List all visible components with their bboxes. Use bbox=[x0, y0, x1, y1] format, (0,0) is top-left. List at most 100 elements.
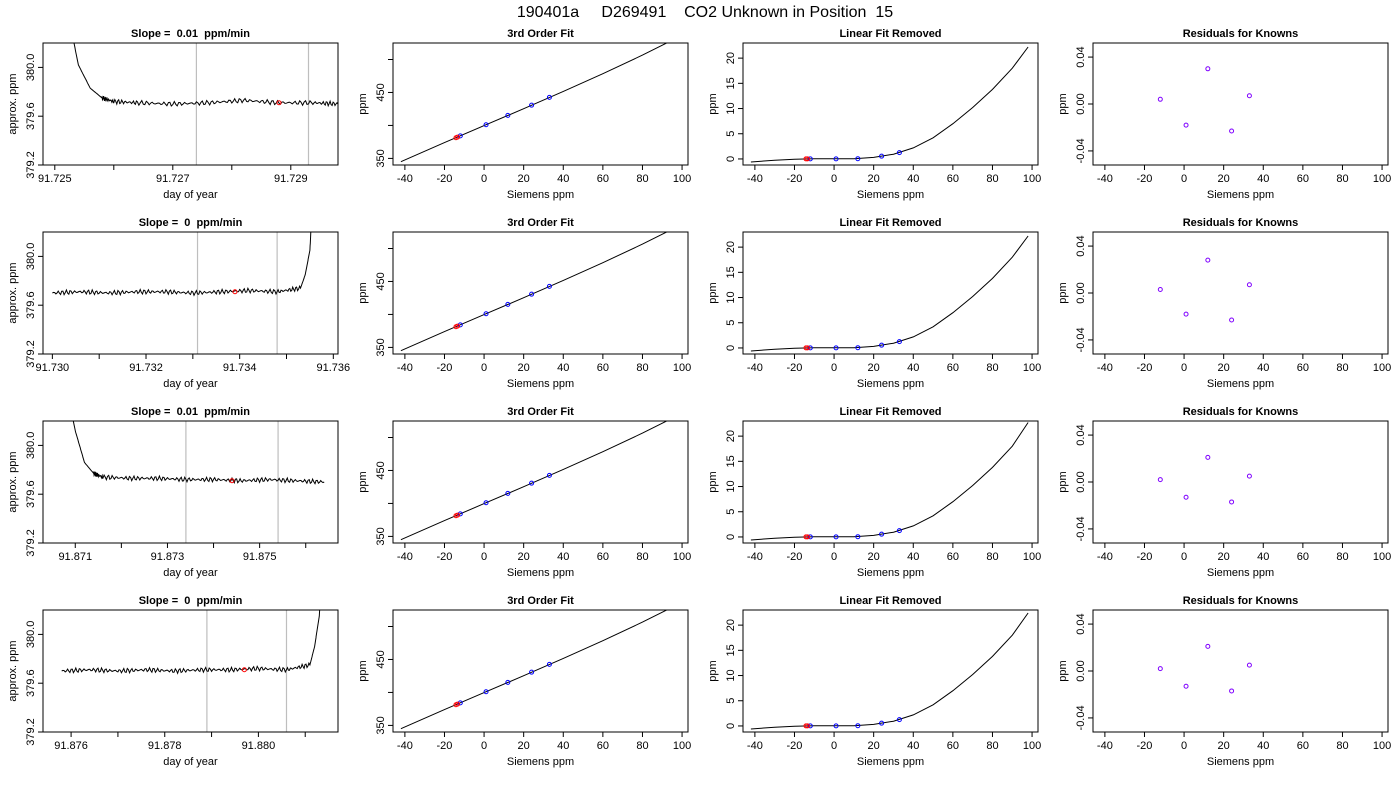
plot-area bbox=[750, 612, 1029, 730]
panel-4-2: 3rd Order Fit -40 -20 0 20 40 60 80 100 350 450 Sie… bbox=[357, 595, 691, 768]
x-axis-label: Siemens ppm bbox=[507, 567, 574, 579]
x-axis-label: Siemens ppm bbox=[1207, 756, 1274, 768]
x-tick-label: 20 bbox=[868, 740, 880, 752]
x-tick-label: -40 bbox=[397, 740, 413, 752]
y-tick-label: 379.2 bbox=[25, 529, 37, 557]
plot-frame bbox=[742, 42, 1039, 166]
y-tick-label: -0.04 bbox=[1075, 327, 1087, 352]
x-tick-label: 100 bbox=[1023, 362, 1041, 374]
unknown-point bbox=[805, 723, 811, 729]
residual-point bbox=[1246, 282, 1252, 288]
y-tick-label: 20 bbox=[725, 619, 737, 631]
plot-area bbox=[73, 43, 338, 108]
x-tick-label: 0 bbox=[831, 740, 837, 752]
y-tick-label: 380.0 bbox=[25, 621, 37, 649]
unknown-point bbox=[803, 534, 809, 540]
known-point bbox=[457, 700, 463, 706]
x-axis-label: Siemens ppm bbox=[507, 378, 574, 390]
y-tick-label: 5 bbox=[725, 131, 737, 137]
y-tick-label: 350 bbox=[375, 338, 387, 356]
x-axis-label: Siemens ppm bbox=[857, 189, 924, 201]
x-tick-label: -40 bbox=[397, 362, 413, 374]
x-tick-label: 91.878 bbox=[148, 740, 182, 752]
y-axis-label: ppm bbox=[357, 282, 369, 303]
y-tick-label: 379.2 bbox=[25, 151, 37, 179]
plot-area bbox=[1157, 454, 1252, 505]
y-tick-label: 5 bbox=[725, 698, 737, 704]
unknown-point bbox=[455, 701, 461, 707]
unknown-point bbox=[455, 323, 461, 329]
x-tick-label: 60 bbox=[597, 362, 609, 374]
y-tick-label: 379.2 bbox=[25, 340, 37, 368]
plot-frame bbox=[42, 609, 339, 733]
x-tick-label: 60 bbox=[947, 173, 959, 185]
x-tick-label: 40 bbox=[907, 551, 919, 563]
x-tick-label: 0 bbox=[1181, 173, 1187, 185]
y-tick-label: 20 bbox=[725, 430, 737, 442]
y-tick-label: 5 bbox=[725, 320, 737, 326]
known-point bbox=[855, 156, 861, 162]
x-tick-label: 0 bbox=[1181, 740, 1187, 752]
x-tick-label: 20 bbox=[1218, 551, 1230, 563]
y-axis-label: ppm bbox=[1057, 471, 1069, 492]
figure-title: 190401a D269491 CO2 Unknown in Position … bbox=[517, 4, 893, 21]
residual-point bbox=[1157, 96, 1163, 102]
x-tick-label: -20 bbox=[787, 740, 803, 752]
y-tick-label: 0 bbox=[725, 156, 737, 162]
x-tick-label: -20 bbox=[1137, 740, 1153, 752]
x-tick-label: 60 bbox=[597, 551, 609, 563]
x-tick-label: 0 bbox=[831, 551, 837, 563]
panel-title: Linear Fit Removed bbox=[839, 28, 941, 40]
known-point bbox=[505, 490, 511, 496]
residual-point bbox=[1229, 317, 1235, 323]
known-point bbox=[505, 679, 511, 685]
y-tick-label: 20 bbox=[725, 52, 737, 64]
known-point bbox=[896, 717, 902, 723]
y-tick-label: 379.2 bbox=[25, 718, 37, 746]
x-tick-label: 80 bbox=[1336, 551, 1348, 563]
unknown-point bbox=[803, 345, 809, 351]
known-point bbox=[529, 102, 535, 108]
y-tick-label: 450 bbox=[375, 650, 387, 668]
x-tick-label: -20 bbox=[437, 740, 453, 752]
panel-4-1: Slope = 0 ppm/min 91.876 91.878 91.880 379.2… bbox=[7, 595, 339, 768]
plot-frame bbox=[42, 231, 339, 355]
x-tick-label: 100 bbox=[673, 362, 691, 374]
x-tick-label: 100 bbox=[1373, 551, 1391, 563]
x-tick-label: 100 bbox=[673, 551, 691, 563]
x-tick-label: 20 bbox=[518, 551, 530, 563]
plot-area bbox=[400, 421, 668, 541]
panel-title: Slope = 0.01 ppm/min bbox=[131, 406, 250, 418]
x-tick-label: 40 bbox=[1257, 551, 1269, 563]
x-tick-label: 40 bbox=[557, 173, 569, 185]
known-point bbox=[483, 500, 489, 506]
x-tick-label: 100 bbox=[673, 173, 691, 185]
residual-point bbox=[1157, 286, 1163, 292]
known-point bbox=[833, 345, 839, 351]
panel-1-1: Slope = 0.01 ppm/min 91.725 91.727 91.729 37… bbox=[7, 28, 339, 201]
known-point bbox=[879, 153, 885, 159]
y-tick-label: 0.00 bbox=[1075, 471, 1087, 492]
x-tick-label: 40 bbox=[1257, 362, 1269, 374]
known-point bbox=[896, 150, 902, 156]
residual-point bbox=[1205, 643, 1211, 649]
x-tick-label: 40 bbox=[557, 551, 569, 563]
x-tick-label: -40 bbox=[1097, 362, 1113, 374]
panel-title: Linear Fit Removed bbox=[839, 406, 941, 418]
panel-title: 3rd Order Fit bbox=[507, 28, 574, 40]
x-tick-label: 60 bbox=[1297, 173, 1309, 185]
x-tick-label: 80 bbox=[1336, 362, 1348, 374]
y-axis-label: ppm bbox=[357, 93, 369, 114]
panel-2-2: 3rd Order Fit -40 -20 0 20 40 60 80 100 350 450 Sie… bbox=[357, 217, 691, 390]
known-point bbox=[457, 133, 463, 139]
panel-title: 3rd Order Fit bbox=[507, 406, 574, 418]
y-axis-label: approx. ppm bbox=[7, 451, 19, 512]
x-tick-label: -20 bbox=[1137, 551, 1153, 563]
x-tick-label: -20 bbox=[437, 362, 453, 374]
y-tick-label: 379.6 bbox=[25, 480, 37, 508]
x-tick-label: 60 bbox=[1297, 362, 1309, 374]
y-tick-label: 0.00 bbox=[1075, 660, 1087, 681]
residual-point bbox=[1246, 662, 1252, 668]
panel-title: Slope = 0 ppm/min bbox=[139, 217, 243, 229]
